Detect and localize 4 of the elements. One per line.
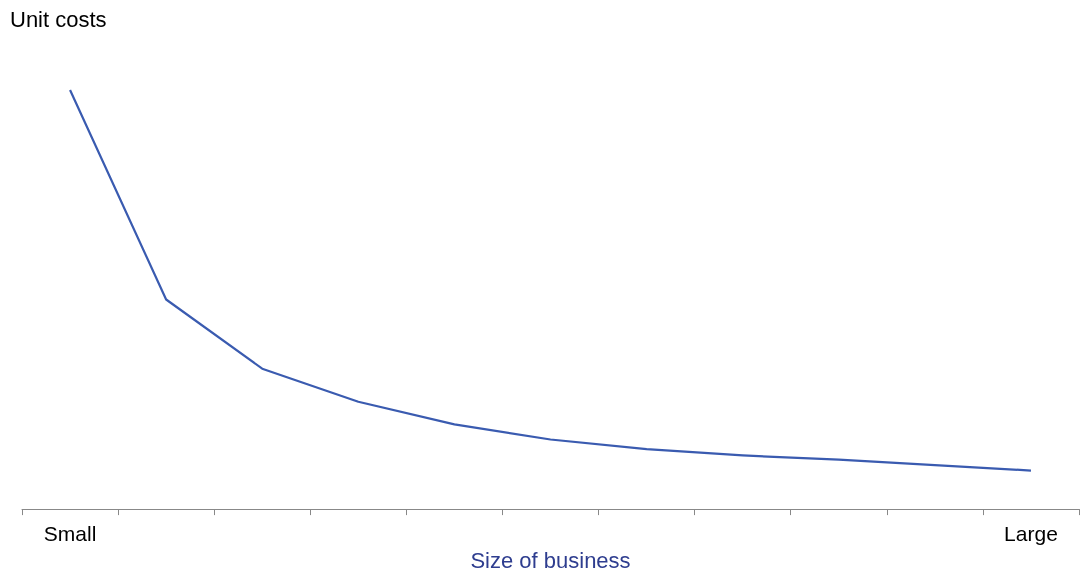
- x-tick-label: Small: [43, 522, 97, 546]
- x-axis-title: Size of business: [470, 547, 631, 573]
- x-tick-label: Large: [1004, 522, 1058, 546]
- y-axis-title: Unit costs: [10, 6, 107, 32]
